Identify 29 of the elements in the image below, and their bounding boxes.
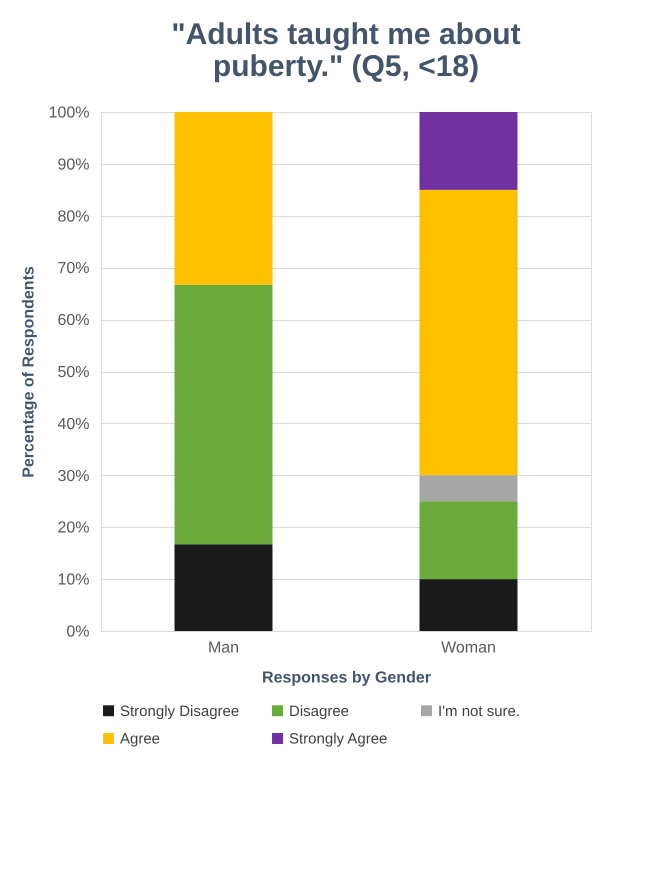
- y-tick-label: 20%: [57, 520, 90, 537]
- legend-label: Strongly Disagree: [120, 702, 240, 720]
- y-tick-label: 40%: [57, 416, 90, 433]
- y-tick-label: 60%: [57, 312, 90, 330]
- y-tick-label: 10%: [57, 572, 90, 589]
- y-tick-label: 80%: [57, 208, 90, 226]
- bar: [420, 501, 518, 580]
- bar: [420, 190, 518, 476]
- legend-label: Strongly Agree: [289, 730, 388, 748]
- legend-label: I'm not sure.: [438, 702, 520, 720]
- legend-label: Agree: [120, 730, 160, 748]
- y-tick-label: 30%: [57, 468, 90, 485]
- y-tick-label: 50%: [57, 364, 90, 381]
- bar: [420, 112, 518, 190]
- bar: [420, 475, 518, 502]
- bar: [420, 579, 518, 631]
- legend-label: Disagree: [289, 702, 350, 720]
- y-tick-label: 90%: [57, 156, 90, 174]
- y-axis-title: Percentage of Respondents: [20, 266, 38, 478]
- bar: [174, 284, 272, 544]
- x-tick-label: Man: [208, 640, 240, 656]
- chart-title: "Adults taught me about puberty." (Q5, <18): [171, 18, 521, 83]
- x-axis-title: Responses by Gender: [262, 670, 431, 686]
- y-tick-label: 0%: [66, 624, 90, 640]
- y-tick-label: 100%: [48, 104, 90, 122]
- bar: [174, 112, 272, 285]
- x-tick-label: Woman: [441, 640, 496, 656]
- bar: [174, 544, 272, 631]
- y-tick-label: 70%: [57, 260, 90, 278]
